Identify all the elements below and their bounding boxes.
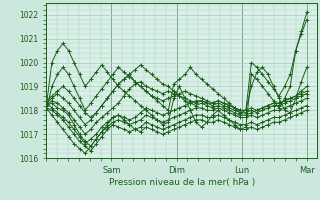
X-axis label: Pression niveau de la mer( hPa ): Pression niveau de la mer( hPa ) bbox=[109, 178, 255, 187]
